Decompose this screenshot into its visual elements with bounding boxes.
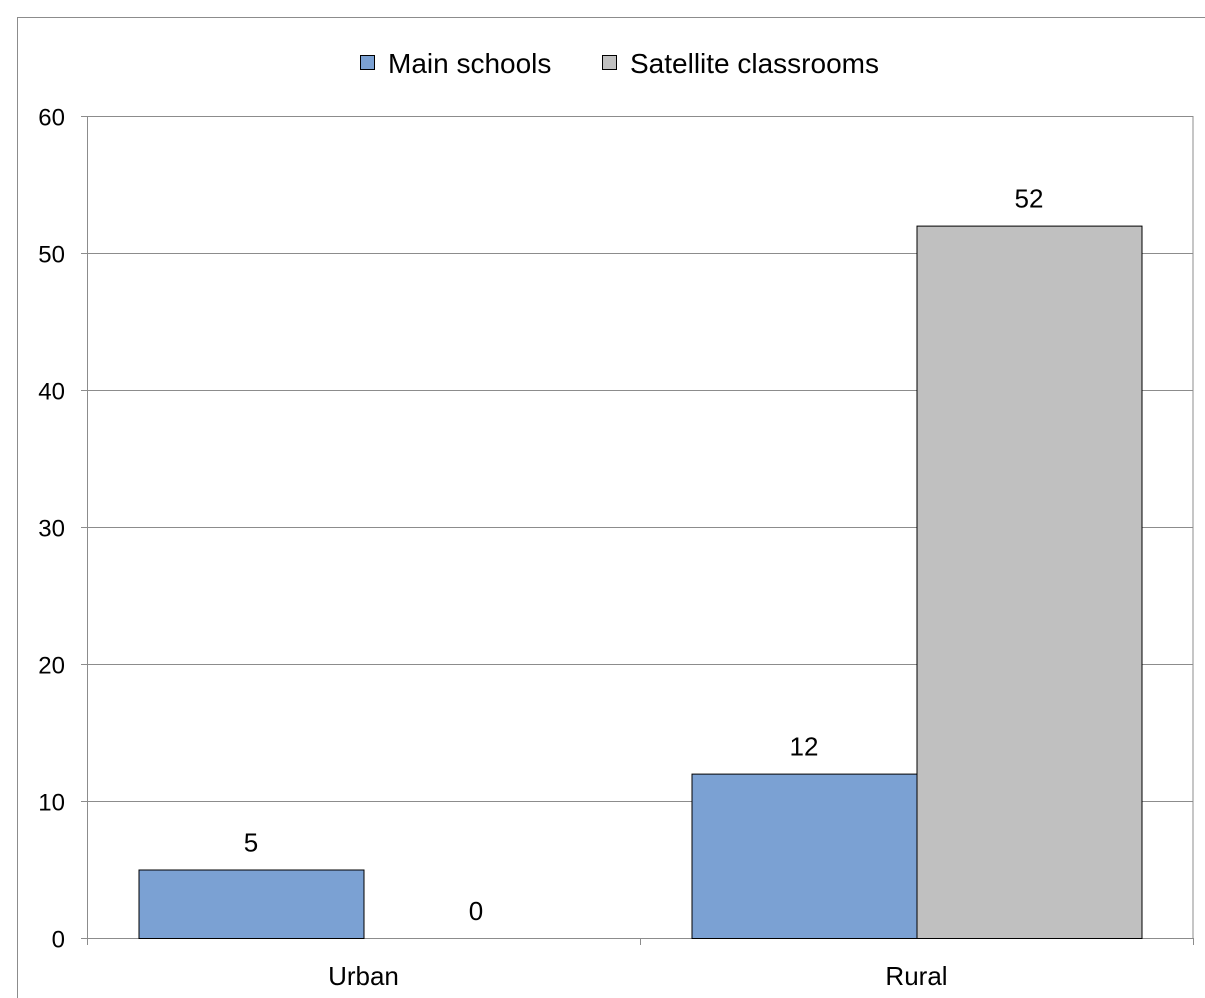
y-tick-label: 10 — [38, 790, 65, 817]
y-tick-label: 50 — [38, 242, 65, 269]
y-tick-label: 60 — [38, 105, 65, 132]
y-tick-label: 0 — [52, 927, 65, 954]
legend-label: Satellite classrooms — [630, 48, 879, 79]
x-tick-label: Rural — [885, 961, 947, 991]
bar-main-schools — [691, 773, 918, 939]
data-label: 12 — [790, 732, 819, 762]
data-label: 0 — [469, 896, 483, 926]
y-tick-label: 30 — [38, 516, 65, 543]
legend-swatch — [360, 55, 375, 70]
y-tick-label: 20 — [38, 653, 65, 680]
data-label: 52 — [1015, 184, 1044, 214]
bar-satellite-classrooms — [916, 225, 1143, 940]
data-label: 5 — [244, 828, 258, 858]
y-tick-label: 40 — [38, 379, 65, 406]
legend-label: Main schools — [388, 48, 551, 79]
legend-swatch — [602, 55, 617, 70]
x-tick-label: Urban — [328, 961, 399, 991]
bar-main-schools — [138, 869, 365, 939]
